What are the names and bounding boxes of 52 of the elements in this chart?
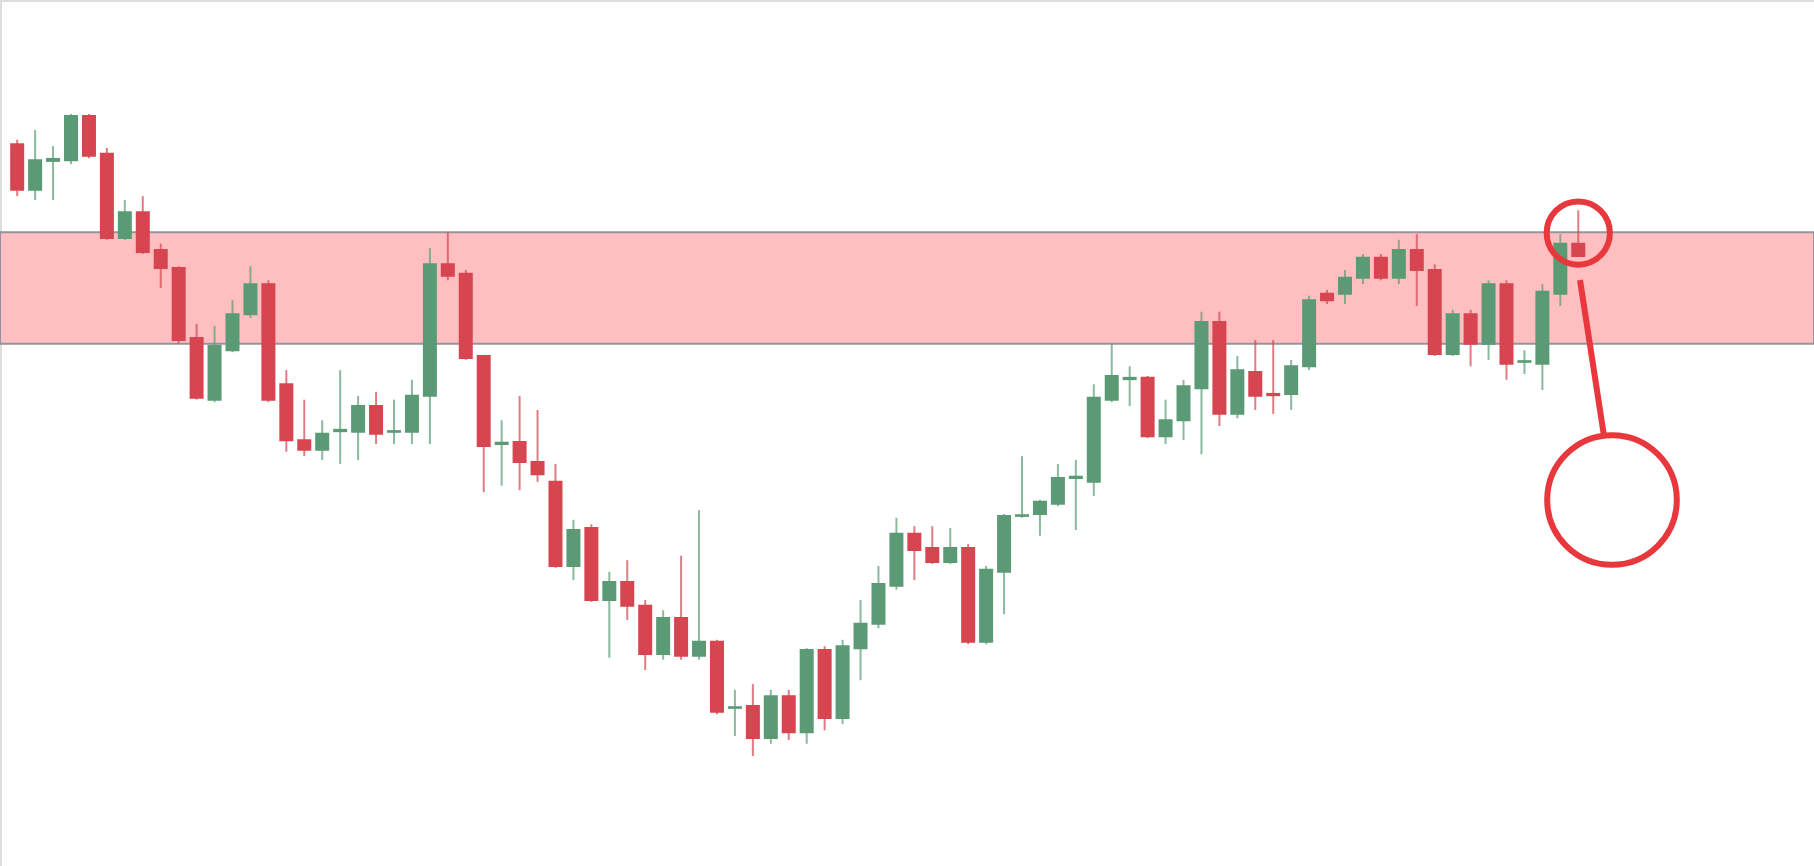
candlestick xyxy=(404,378,419,445)
candlestick xyxy=(620,559,635,621)
candlestick xyxy=(512,394,527,492)
candlestick xyxy=(333,369,348,465)
candlestick xyxy=(1409,233,1424,307)
candlestick xyxy=(1463,308,1478,368)
candlestick xyxy=(745,683,760,757)
candlestick xyxy=(46,145,61,202)
candlestick xyxy=(1158,398,1173,445)
candlestick xyxy=(674,554,689,661)
candlestick xyxy=(907,525,922,582)
candlestick xyxy=(1230,355,1245,420)
candlestick xyxy=(1445,308,1460,358)
candlestick xyxy=(566,518,581,582)
candlestick xyxy=(1284,358,1299,411)
candlestick xyxy=(656,609,671,661)
candlestick xyxy=(1571,209,1586,257)
candlestick xyxy=(925,525,940,566)
candlestick xyxy=(781,688,796,741)
candlestick xyxy=(1517,349,1532,376)
candlestick xyxy=(64,113,79,166)
candlestick xyxy=(81,113,96,160)
candlestick xyxy=(117,199,132,241)
candlestick xyxy=(386,398,401,445)
candlestick xyxy=(1266,338,1281,415)
candlestick xyxy=(1068,459,1083,532)
candlestick xyxy=(1050,462,1065,508)
candlestick xyxy=(351,394,366,462)
candlestick xyxy=(1015,455,1030,519)
candlestick xyxy=(10,138,25,198)
candlestick xyxy=(1122,365,1137,408)
candlestick xyxy=(297,398,312,458)
candlestick xyxy=(315,419,330,462)
candlestick xyxy=(369,390,384,445)
candlestick xyxy=(1104,342,1119,404)
candlestick xyxy=(943,527,958,566)
candlestick xyxy=(1355,252,1370,286)
candlestick xyxy=(530,408,545,483)
candlestick xyxy=(1391,238,1406,286)
candlestick xyxy=(153,242,168,289)
candlestick xyxy=(440,231,455,282)
candlestick xyxy=(494,419,509,487)
candlestick xyxy=(1032,498,1047,537)
candlestick xyxy=(727,688,742,738)
candlestick xyxy=(28,129,43,202)
candlestick xyxy=(1338,269,1352,306)
candlestick xyxy=(692,509,707,661)
candlestick xyxy=(763,688,778,745)
candlestick xyxy=(602,570,617,659)
candlestick xyxy=(135,195,150,255)
candlestick xyxy=(1248,338,1263,411)
candlestick xyxy=(1373,252,1388,282)
